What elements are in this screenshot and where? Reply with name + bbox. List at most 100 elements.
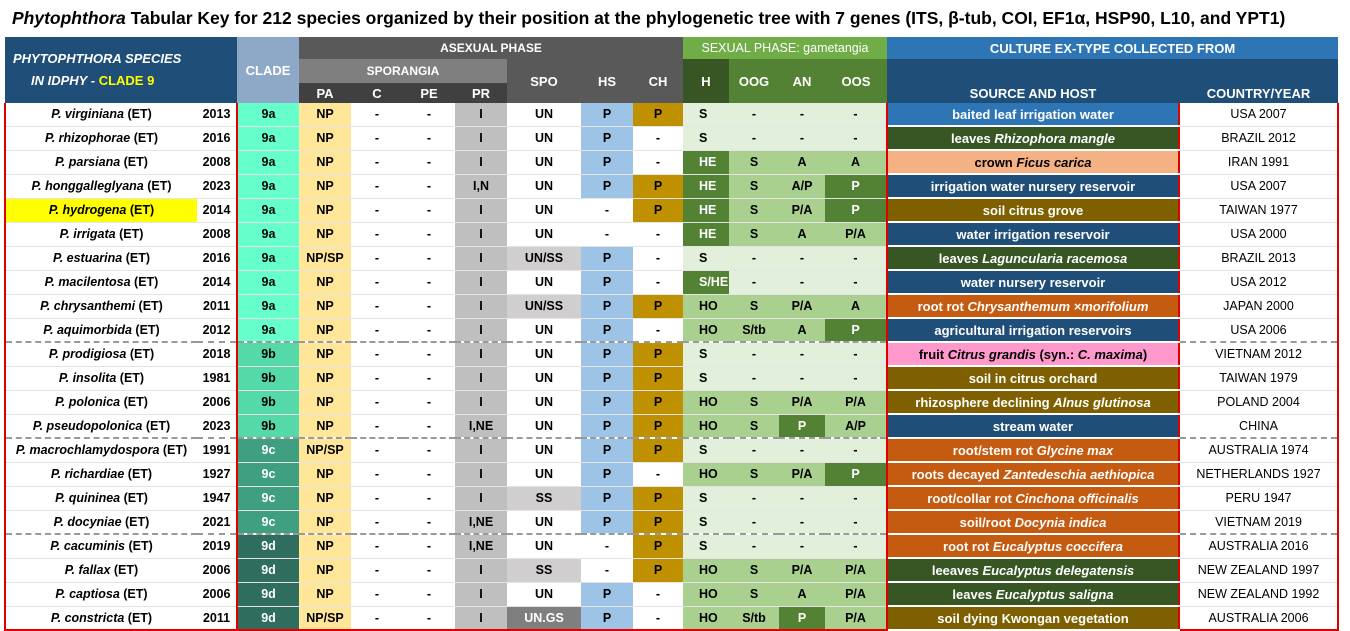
clade-cell: 9b bbox=[236, 414, 299, 439]
species-suffix: (ET) bbox=[124, 610, 153, 625]
species-row: P. prodigiosa (ET) 2018 9b NP - - I UN P P S - - - fru… bbox=[4, 341, 1339, 367]
c-cell: - bbox=[351, 414, 403, 439]
ch-cell: - bbox=[633, 150, 683, 175]
species-suffix: (ET) bbox=[110, 563, 139, 577]
spo-cell: UN bbox=[507, 533, 581, 559]
species-genus-epithet: P. virginiana bbox=[51, 107, 124, 122]
oog-cell: S bbox=[729, 582, 779, 607]
clade-cell: 9a bbox=[236, 126, 299, 151]
pe-cell: - bbox=[403, 486, 455, 511]
species-name: P. constricta (ET) bbox=[4, 606, 197, 631]
oog-cell: S bbox=[729, 222, 779, 247]
host-name: Eucalyptus saligna bbox=[995, 586, 1114, 602]
country-year: USA 2012 bbox=[1178, 270, 1339, 295]
source-text: roots decayed bbox=[911, 466, 1004, 482]
c-header: C bbox=[351, 83, 403, 103]
pe-cell: - bbox=[403, 558, 455, 583]
host-name: Citrus grandis bbox=[947, 346, 1036, 362]
host-name: C. maxima bbox=[1077, 346, 1143, 362]
pr-cell: I bbox=[455, 246, 507, 271]
oog-cell: - bbox=[729, 486, 779, 511]
clade-cell: 9d bbox=[236, 558, 299, 583]
year: 2008 bbox=[197, 222, 237, 247]
oog-cell: S bbox=[729, 150, 779, 175]
ch-cell: - bbox=[633, 126, 683, 151]
pe-cell: - bbox=[403, 198, 455, 223]
species-suffix: (ET) bbox=[120, 395, 148, 409]
ch-cell: P bbox=[633, 510, 683, 535]
clade-header: CLADE bbox=[237, 37, 299, 103]
source-host: water irrigation reservoir bbox=[887, 222, 1179, 247]
host-name: Ficus carica bbox=[1016, 154, 1092, 170]
year: 2018 bbox=[197, 341, 237, 367]
source-text: leaves bbox=[952, 586, 996, 602]
clade-cell: 9a bbox=[236, 294, 299, 319]
pr-cell: I,N bbox=[455, 174, 507, 199]
c-cell: - bbox=[351, 270, 403, 295]
source-text: soil citrus grove bbox=[982, 202, 1084, 218]
pe-cell: - bbox=[403, 294, 455, 319]
country-year: USA 2006 bbox=[1178, 318, 1339, 343]
clade-cell: 9a bbox=[236, 270, 299, 295]
pe-cell: - bbox=[403, 341, 455, 367]
pr-cell: I,NE bbox=[455, 510, 507, 535]
c-cell: - bbox=[351, 510, 403, 535]
oos-cell: - bbox=[825, 486, 888, 511]
pr-cell: I bbox=[455, 270, 507, 295]
pe-cell: - bbox=[403, 606, 455, 631]
hs-cell: P bbox=[581, 103, 633, 127]
ch-cell: - bbox=[633, 318, 683, 343]
country-year: AUSTRALIA 2016 bbox=[1178, 533, 1339, 559]
clade-cell: 9a bbox=[236, 222, 299, 247]
hs-header: HS bbox=[581, 59, 633, 103]
year: 2016 bbox=[197, 246, 237, 271]
c-cell: - bbox=[351, 174, 403, 199]
pr-cell: I bbox=[455, 366, 507, 391]
pr-cell: I bbox=[455, 437, 507, 463]
oos-cell: - bbox=[825, 270, 888, 295]
source-text: leeaves bbox=[931, 562, 983, 578]
source-host: irrigation water nursery reservoir bbox=[887, 174, 1179, 199]
ch-cell: - bbox=[633, 270, 683, 295]
c-cell: - bbox=[351, 582, 403, 607]
c-cell: - bbox=[351, 150, 403, 175]
pr-cell: I bbox=[455, 462, 507, 487]
c-cell: - bbox=[351, 103, 403, 127]
source-host: root/collar rot Cinchona officinalis bbox=[887, 486, 1179, 511]
h-cell: HO bbox=[683, 414, 729, 439]
hs-cell: - bbox=[581, 198, 633, 223]
source-text: irrigation water nursery reservoir bbox=[930, 178, 1136, 194]
pa-cell: NP bbox=[299, 174, 351, 199]
hs-cell: P bbox=[581, 606, 633, 631]
year: 2023 bbox=[197, 414, 237, 439]
culture-header: CULTURE EX-TYPE COLLECTED FROM bbox=[887, 37, 1338, 59]
an-cell: - bbox=[779, 270, 825, 295]
year: 1991 bbox=[197, 437, 237, 463]
oog-cell: - bbox=[729, 366, 779, 391]
an-cell: P/A bbox=[779, 558, 825, 583]
an-cell: A bbox=[779, 150, 825, 175]
source-host: soil citrus grove bbox=[887, 198, 1179, 223]
oos-cell: - bbox=[825, 533, 888, 559]
hs-cell: - bbox=[581, 558, 633, 583]
oog-cell: S bbox=[729, 414, 779, 439]
hs-cell: P bbox=[581, 486, 633, 511]
ch-cell: P bbox=[633, 103, 683, 127]
species-suffix: (ET) bbox=[159, 443, 188, 458]
source-host: soil in citrus orchard bbox=[887, 366, 1179, 391]
source-host: fruit Citrus grandis (syn.: C. maxima) bbox=[887, 341, 1179, 367]
species-suffix: (ET) bbox=[119, 587, 148, 601]
host-name: Chrysanthemum ×morifolium bbox=[967, 298, 1149, 314]
h-cell: HE bbox=[683, 150, 729, 175]
title-genus: Phytophthora bbox=[12, 8, 126, 28]
species-row: P. fallax (ET) 2006 9d NP - - I SS - P HO S P/A P/A le… bbox=[4, 558, 1339, 583]
source-host: soil dying Kwongan vegetation bbox=[887, 606, 1179, 631]
species-row: P. pseudopolonica (ET) 2023 9b NP - - I,NE UN P P… bbox=[4, 414, 1339, 439]
species-suffix: (ET) bbox=[122, 251, 151, 265]
ch-cell: - bbox=[633, 246, 683, 271]
h-cell: S bbox=[683, 533, 729, 559]
species-genus-epithet: P. estuarina bbox=[52, 251, 123, 265]
spo-cell: UN bbox=[507, 462, 581, 487]
species-genus-epithet: P. parsiana bbox=[55, 155, 121, 169]
country-year: TAIWAN 1979 bbox=[1178, 366, 1339, 391]
